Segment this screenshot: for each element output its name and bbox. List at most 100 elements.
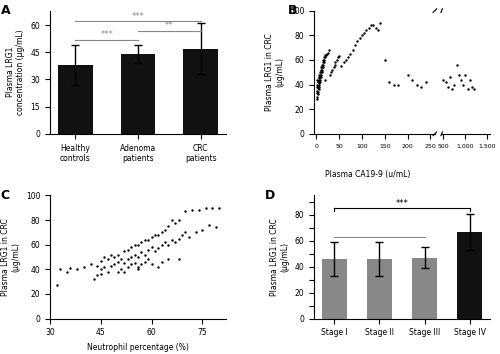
Point [80, 264, 88, 270]
Point [386, 79, 394, 85]
Point [316, 72, 324, 78]
Point [444, 84, 452, 90]
Point [192, 229, 200, 235]
Point [344, 55, 352, 60]
Text: ***: *** [132, 12, 144, 21]
Point [120, 260, 128, 266]
Point [322, 52, 330, 58]
Point [114, 252, 122, 257]
Point [138, 262, 145, 267]
Point [158, 259, 166, 265]
Point [318, 64, 326, 70]
Point [450, 82, 458, 87]
Point [367, 23, 375, 28]
Point [319, 62, 327, 68]
Point [138, 249, 145, 255]
Point [314, 92, 322, 97]
Point [324, 47, 332, 53]
Point [202, 205, 209, 211]
Point [185, 234, 193, 240]
Point [164, 242, 172, 247]
Point [351, 42, 359, 48]
Point [178, 232, 186, 238]
Point [312, 84, 320, 90]
Point [130, 242, 138, 247]
Point [97, 258, 105, 263]
Point [321, 55, 329, 60]
Point [316, 69, 324, 75]
Point [107, 252, 115, 257]
Point [107, 263, 115, 268]
Point [462, 72, 469, 78]
Point [358, 33, 366, 38]
Point [127, 254, 135, 260]
Point [315, 74, 323, 80]
Point [144, 237, 152, 242]
Point [120, 269, 128, 275]
Point [314, 89, 322, 95]
Point [330, 64, 338, 70]
Text: D: D [264, 189, 275, 202]
Point [455, 72, 463, 78]
Point [376, 20, 384, 26]
Point [318, 67, 326, 73]
Point [188, 207, 196, 213]
Point [312, 97, 320, 102]
Point [144, 257, 152, 262]
Point [464, 87, 471, 92]
Point [313, 82, 321, 87]
Point [324, 50, 332, 55]
Point [340, 59, 347, 65]
Point [323, 51, 331, 57]
Point [120, 248, 128, 254]
Point [148, 234, 156, 240]
Point [322, 52, 330, 58]
Y-axis label: Plasma LRG1 in CRC
(μg/mL): Plasma LRG1 in CRC (μg/mL) [270, 218, 289, 296]
Point [90, 276, 98, 282]
Point [372, 25, 380, 31]
Point [117, 257, 125, 262]
Y-axis label: Plasma LRG1 in CRC
(μg/mL): Plasma LRG1 in CRC (μg/mL) [1, 218, 20, 296]
Point [198, 227, 206, 233]
Point [174, 257, 182, 262]
Point [97, 267, 105, 272]
Point [315, 78, 323, 84]
Point [316, 82, 324, 87]
Point [171, 239, 179, 245]
Point [370, 23, 378, 28]
Point [314, 87, 322, 92]
Point [328, 67, 336, 73]
Point [314, 83, 322, 88]
Point [144, 247, 152, 252]
Point [148, 244, 156, 250]
Point [442, 79, 450, 85]
Point [338, 63, 345, 69]
Point [408, 77, 416, 82]
Point [330, 62, 338, 68]
Point [457, 77, 465, 82]
Point [195, 207, 203, 213]
Point [114, 269, 122, 275]
Point [320, 57, 328, 63]
Point [422, 79, 430, 85]
Point [154, 232, 162, 238]
Point [161, 239, 169, 245]
Point [151, 248, 159, 254]
Point [326, 72, 334, 78]
Point [174, 217, 182, 223]
Point [63, 269, 71, 275]
Bar [457, 232, 482, 319]
Point [374, 28, 382, 33]
Point [317, 69, 325, 75]
Point [134, 254, 142, 260]
Point [110, 262, 118, 267]
Point [316, 74, 324, 80]
Text: Plasma CA19-9 (u/mL): Plasma CA19-9 (u/mL) [325, 170, 410, 179]
Point [394, 82, 402, 87]
Point [333, 57, 341, 63]
Point [452, 62, 460, 68]
X-axis label: Neutrophil percentage (%): Neutrophil percentage (%) [87, 343, 189, 352]
Point [130, 252, 138, 257]
Point [318, 62, 326, 68]
Point [117, 267, 125, 272]
